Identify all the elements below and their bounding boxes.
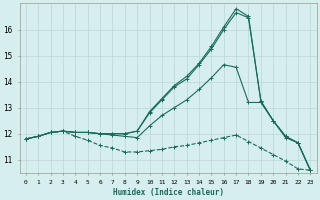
X-axis label: Humidex (Indice chaleur): Humidex (Indice chaleur) xyxy=(113,188,224,197)
